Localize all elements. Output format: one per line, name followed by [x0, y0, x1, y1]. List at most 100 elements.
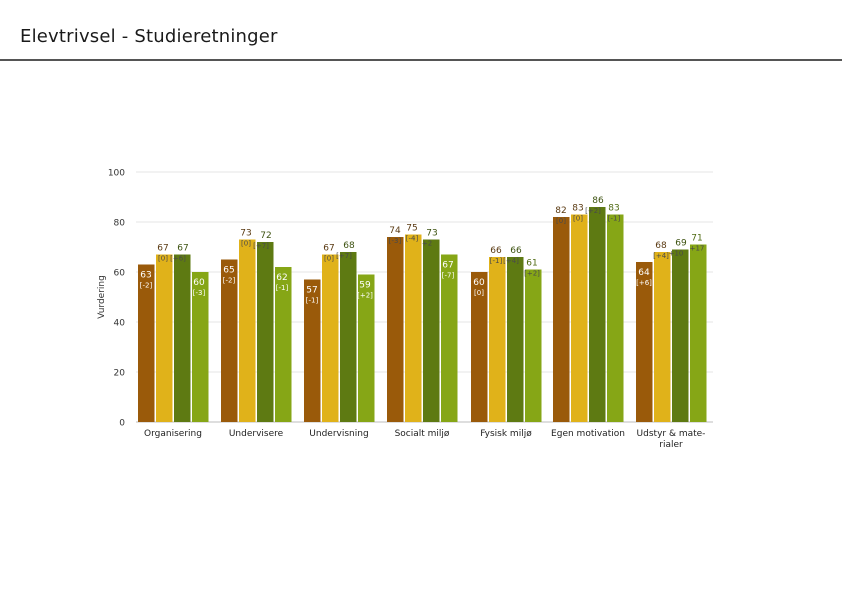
bar [423, 239, 440, 422]
bar [304, 279, 321, 422]
change-label: [-1] [490, 257, 503, 265]
change-label: +10 [669, 250, 684, 258]
data-label: 68 [343, 241, 355, 251]
data-label: 67 [323, 244, 334, 254]
data-label: 60 [473, 278, 485, 288]
change-label: [+7] [253, 242, 269, 250]
bar [221, 259, 238, 422]
change-label: [+4] [653, 252, 669, 260]
category-label: Undervisere [229, 429, 284, 439]
change-label: [-7] [442, 272, 455, 280]
change-label: [-2] [140, 282, 153, 290]
bar [441, 254, 458, 422]
bar [636, 262, 653, 422]
bar [654, 252, 671, 422]
change-label: [+4] [503, 257, 519, 265]
bar [257, 242, 274, 422]
bar [156, 254, 173, 422]
change-label: [0] [324, 255, 334, 263]
bar [174, 254, 191, 422]
change-label: [+7] [336, 252, 352, 260]
y-tick-label: 100 [108, 169, 125, 179]
y-tick-label: 40 [114, 319, 126, 329]
bar [672, 249, 689, 422]
change-label: +2 [422, 240, 432, 248]
data-label: 60 [193, 278, 205, 288]
bar [607, 214, 624, 422]
data-label: 75 [406, 224, 417, 234]
bar [690, 244, 707, 422]
data-label: 61 [526, 259, 537, 269]
change-label: [-3] [193, 289, 206, 297]
y-axis-label: Vurdering [97, 275, 107, 319]
data-label: 66 [510, 246, 522, 256]
title-divider [0, 59, 842, 61]
data-label: 62 [276, 273, 287, 283]
change-label: [-4] [406, 235, 419, 243]
bar [525, 269, 542, 422]
bar [553, 217, 570, 422]
data-label: 64 [638, 268, 650, 278]
category-label: Fysisk miljø [480, 429, 532, 439]
data-label: 66 [490, 246, 502, 256]
bar [275, 267, 292, 422]
change-label: [-1] [306, 297, 319, 305]
y-tick-label: 60 [114, 269, 126, 279]
data-label: 72 [260, 231, 271, 241]
bar [589, 207, 606, 422]
category-label: Egen motivation [551, 429, 625, 439]
y-tick-label: 80 [114, 219, 126, 229]
change-label: [-1] [608, 215, 621, 223]
page-title: Elevtrivsel - Studieretninger [20, 26, 278, 47]
bar [387, 237, 404, 422]
bar [471, 272, 488, 422]
data-label: 68 [655, 241, 667, 251]
bar [489, 257, 506, 422]
category-label: Socialt miljø [395, 429, 450, 439]
category-label: Organisering [144, 429, 202, 439]
data-label: 82 [555, 206, 566, 216]
data-label: 65 [223, 266, 234, 276]
data-label: 83 [608, 204, 619, 214]
data-label: 57 [306, 286, 317, 296]
change-label: [-2] [223, 277, 236, 285]
data-label: 73 [426, 229, 437, 239]
data-label: 73 [240, 229, 251, 239]
data-label: 67 [442, 261, 453, 271]
change-label: [-1] [276, 284, 289, 292]
bar [358, 274, 375, 422]
data-label: 83 [572, 204, 583, 214]
change-label: [0] [573, 215, 583, 223]
change-label: +17 [690, 245, 705, 253]
bar [192, 272, 209, 422]
category-label: Udstyr & mate- [637, 429, 706, 439]
bar [138, 264, 155, 422]
data-label: 86 [592, 196, 604, 206]
change-label: [+2] [585, 207, 601, 215]
bar [405, 234, 422, 422]
change-label: [-3] [389, 237, 402, 245]
y-tick-label: 0 [119, 419, 125, 429]
y-tick-label: 20 [114, 369, 126, 379]
bar [322, 254, 339, 422]
change-label: [+2] [357, 292, 373, 300]
bar [239, 239, 256, 422]
change-label: [0] [556, 217, 566, 225]
bar [571, 214, 588, 422]
category-label: rialer [659, 440, 683, 450]
bar [507, 257, 524, 422]
data-label: 71 [691, 234, 702, 244]
change-label: [0] [474, 289, 484, 297]
change-label: [+2] [524, 270, 540, 278]
data-label: 67 [177, 244, 188, 254]
category-label: Undervisning [309, 429, 368, 439]
data-label: 59 [359, 281, 371, 291]
change-label: [+6] [170, 255, 186, 263]
bar [340, 252, 357, 422]
change-label: [+6] [636, 279, 652, 287]
change-label: [0] [241, 240, 251, 248]
data-label: 69 [675, 239, 687, 249]
data-label: 67 [157, 244, 168, 254]
data-label: 74 [389, 226, 401, 236]
data-label: 63 [140, 271, 151, 281]
